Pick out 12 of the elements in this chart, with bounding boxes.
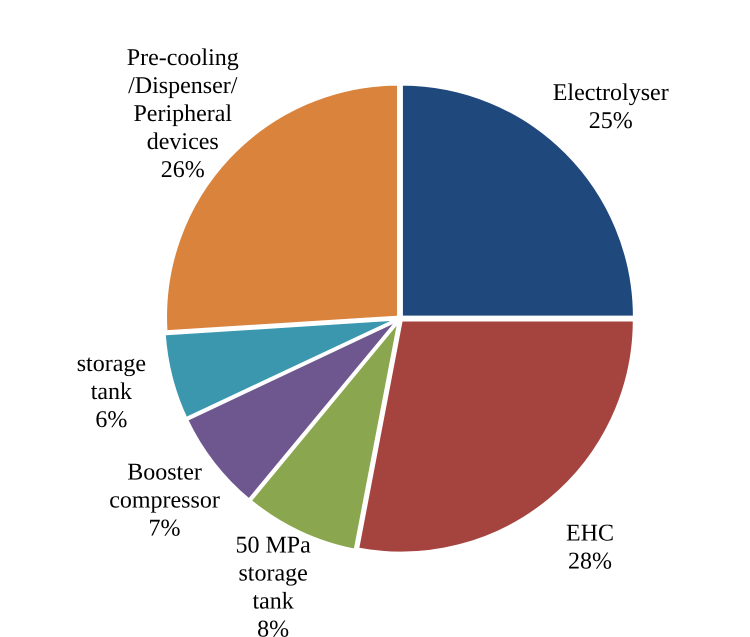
data-label: 6%: [95, 406, 128, 433]
slice-label: Electrolyser: [552, 80, 669, 106]
data-label: 25%: [588, 108, 633, 134]
slice-label: Pre-cooling /Dispenser/ Peripheral devices: [126, 44, 239, 155]
slice-label: 50 MPa storage tank: [235, 532, 312, 614]
slice-label: Booster compressor: [109, 459, 220, 514]
slice-label: storage tank: [76, 350, 146, 405]
slice-label: EHC: [566, 520, 614, 546]
data-label: 7%: [148, 515, 181, 542]
data-label: 26%: [160, 156, 205, 183]
data-label: 28%: [568, 548, 612, 574]
data-label: 8%: [257, 616, 290, 637]
